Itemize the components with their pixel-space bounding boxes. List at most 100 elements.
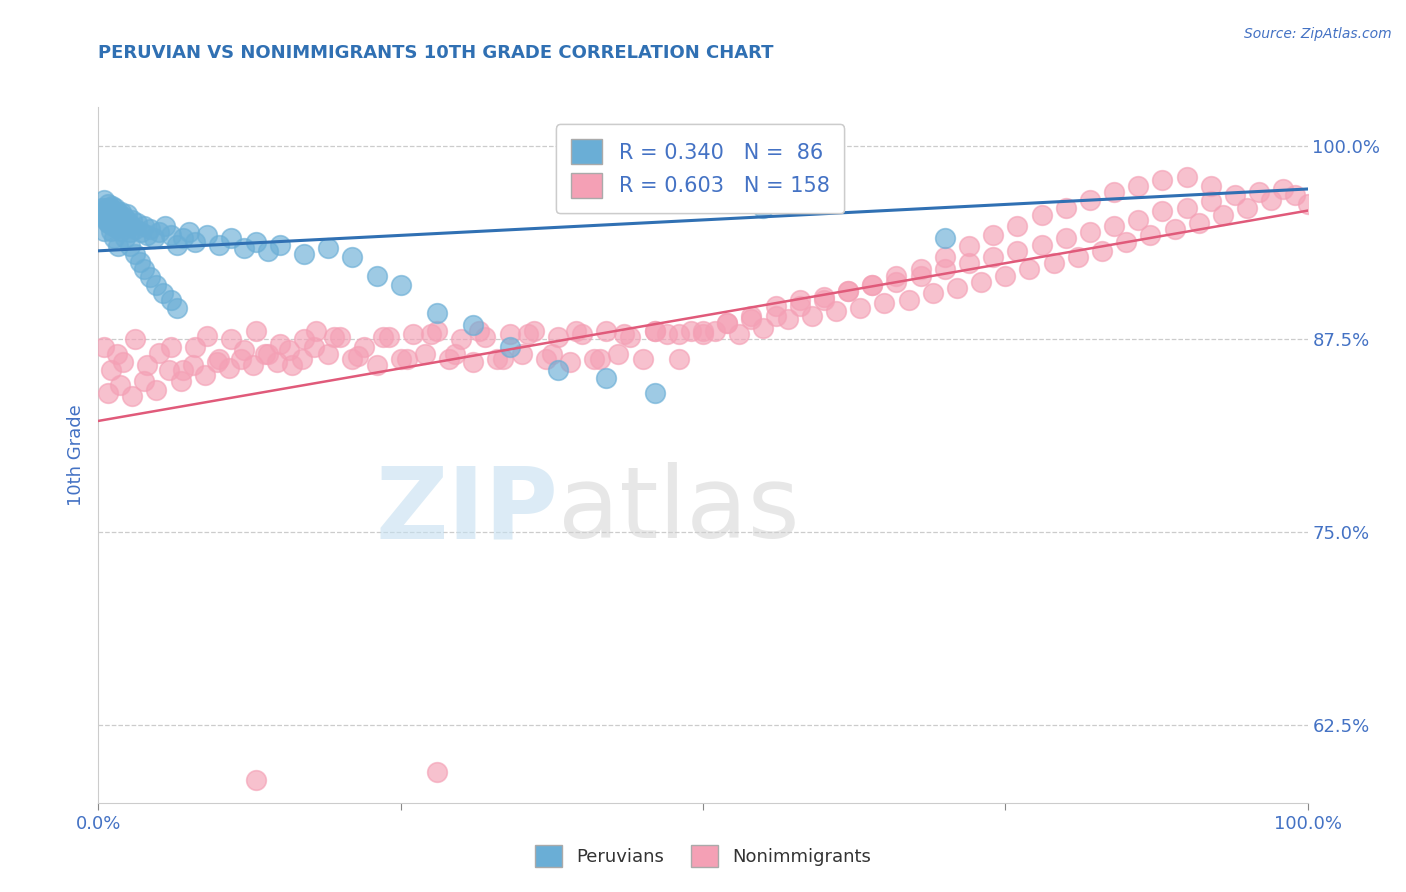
Point [278,343,301,357]
Point [1091,244,1114,258]
Point [486,352,509,367]
Point [534,352,557,367]
Point [776,311,799,326]
Point [118,216,141,230]
Point [108,208,131,222]
Point [103,213,125,227]
Point [1115,235,1137,249]
Point [107,239,129,253]
Point [254,347,277,361]
Point [97,386,120,401]
Point [208,237,231,252]
Point [97,197,120,211]
Point [886,275,908,289]
Point [139,222,162,236]
Point [1054,201,1077,215]
Point [426,764,449,779]
Point [728,327,751,342]
Point [1102,219,1125,233]
Point [305,324,328,338]
Point [910,262,932,277]
Point [740,309,762,323]
Point [100,199,122,213]
Point [195,329,218,343]
Point [108,211,131,226]
Point [752,321,775,335]
Point [981,250,1004,264]
Text: ZIP: ZIP [375,462,558,559]
Point [740,311,762,326]
Point [631,352,654,367]
Point [232,343,254,357]
Point [195,228,218,243]
Point [1212,208,1234,222]
Point [716,317,738,331]
Point [103,231,125,245]
Point [121,389,143,403]
Point [825,304,848,318]
Point [107,205,129,219]
Point [108,218,131,232]
Point [1054,231,1077,245]
Text: PERUVIAN VS NONIMMIGRANTS 10TH GRADE CORRELATION CHART: PERUVIAN VS NONIMMIGRANTS 10TH GRADE COR… [98,45,773,62]
Point [910,268,932,283]
Point [169,374,191,388]
Point [100,201,122,215]
Point [1078,225,1101,239]
Point [256,244,278,258]
Point [107,214,129,228]
Point [1249,185,1271,199]
Point [371,330,394,344]
Point [232,241,254,255]
Point [323,330,346,344]
Point [589,352,612,367]
Point [242,358,264,372]
Point [860,277,883,292]
Point [813,293,835,308]
Point [1007,244,1029,258]
Point [114,231,136,245]
Point [921,285,943,300]
Point [510,347,533,361]
Point [571,327,593,342]
Point [547,363,569,377]
Point [108,378,131,392]
Point [100,211,122,226]
Point [613,327,636,342]
Point [1018,262,1040,277]
Y-axis label: 10th Grade: 10th Grade [66,404,84,506]
Point [1284,188,1306,202]
Point [93,193,115,207]
Text: Source: ZipAtlas.com: Source: ZipAtlas.com [1244,27,1392,41]
Point [957,256,980,270]
Point [1223,188,1246,202]
Point [112,210,135,224]
Point [800,309,823,323]
Point [135,228,157,243]
Point [229,352,252,367]
Point [100,224,122,238]
Point [1199,194,1222,209]
Text: atlas: atlas [558,462,800,559]
Point [413,347,436,361]
Point [94,213,117,227]
Point [101,219,124,233]
Point [420,327,443,342]
Point [128,254,150,268]
Point [316,347,339,361]
Point [668,352,690,367]
Point [118,225,141,239]
Point [897,293,920,308]
Point [129,225,152,239]
Point [124,247,146,261]
Point [1102,185,1125,199]
Point [148,346,170,360]
Point [668,327,690,342]
Point [245,324,267,338]
Point [1236,201,1258,215]
Point [1199,178,1222,193]
Point [184,235,207,249]
Point [679,324,702,338]
Point [97,216,120,230]
Point [134,374,156,388]
